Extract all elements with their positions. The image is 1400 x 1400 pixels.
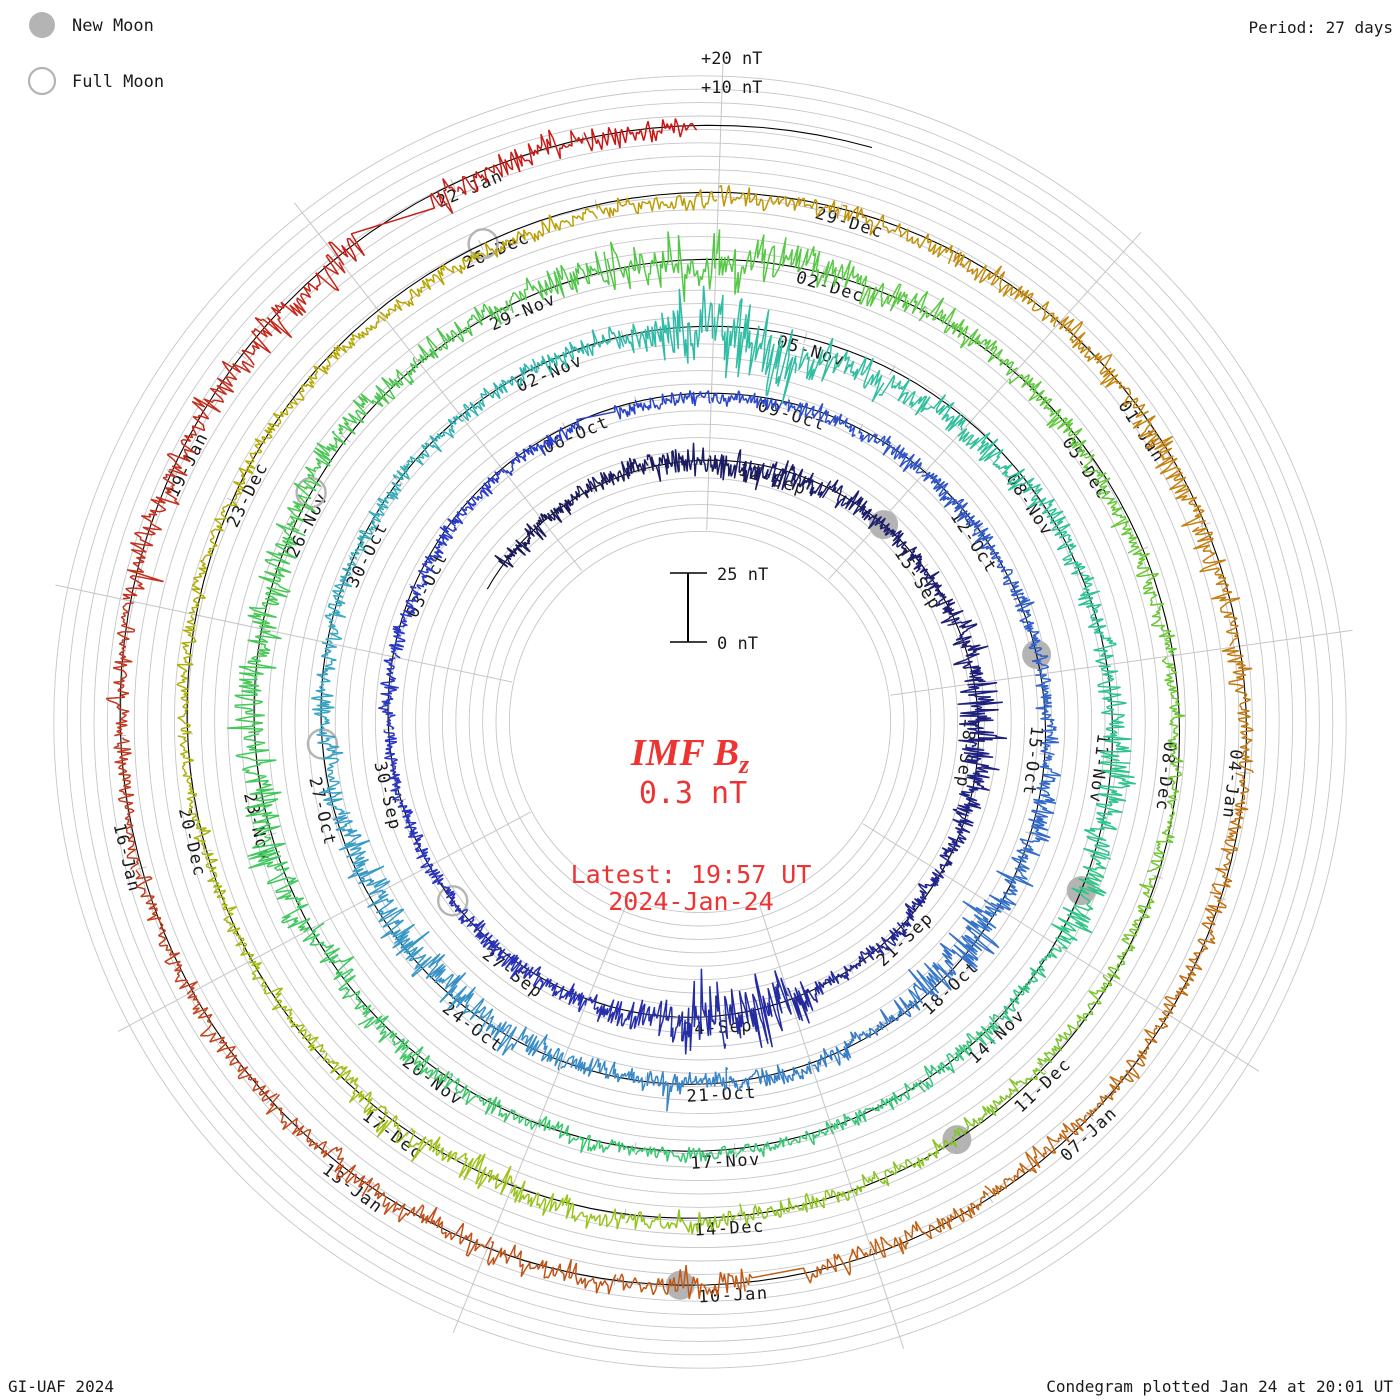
full-moon-marker bbox=[437, 885, 469, 917]
date-label: 07-Jan bbox=[1057, 1103, 1122, 1166]
date-label: 14-Dec bbox=[694, 1217, 765, 1241]
scale-bar bbox=[670, 572, 707, 643]
grid-circles bbox=[53, 75, 1347, 1369]
plus20-label: +20 nT bbox=[701, 49, 762, 69]
bz-trace bbox=[105, 118, 1254, 1300]
date-label: 30-Oct bbox=[343, 519, 393, 591]
latest-value: 0.3 nT bbox=[639, 776, 747, 811]
date-label: 14-Nov bbox=[965, 1006, 1030, 1069]
plotted-note: Condegram plotted Jan 24 at 20:01 UT bbox=[1046, 1377, 1393, 1396]
legend: New Moon Full Moon bbox=[27, 12, 164, 96]
new-moon-icon bbox=[29, 12, 55, 38]
latest-time: Latest: 19:57 UT bbox=[571, 860, 812, 889]
date-label: 10-Jan bbox=[698, 1283, 769, 1307]
scale-bar-top-label: 25 nT bbox=[717, 565, 768, 585]
full-moon-icon bbox=[27, 66, 57, 96]
scale-bar-bottom-label: 0 nT bbox=[717, 634, 758, 654]
date-label: 21-Oct bbox=[686, 1083, 757, 1107]
date-label: 15-Oct bbox=[1018, 725, 1046, 797]
full-moon-marker bbox=[306, 728, 339, 760]
plus10-label: +10 nT bbox=[701, 78, 762, 98]
date-label: 29-Dec bbox=[813, 203, 886, 242]
full-moon-marker bbox=[467, 228, 499, 260]
period-note: Period: 27 days bbox=[1249, 18, 1394, 37]
latest-date: 2024-Jan-24 bbox=[608, 887, 774, 916]
new-moon-label: New Moon bbox=[72, 16, 154, 36]
date-label: 02-Dec bbox=[794, 268, 867, 307]
chart-title: IMF Bz bbox=[630, 732, 750, 779]
full-moon-label: Full Moon bbox=[72, 72, 164, 92]
credit: GI-UAF 2024 bbox=[8, 1377, 114, 1396]
date-label: 11-Dec bbox=[1011, 1054, 1076, 1117]
